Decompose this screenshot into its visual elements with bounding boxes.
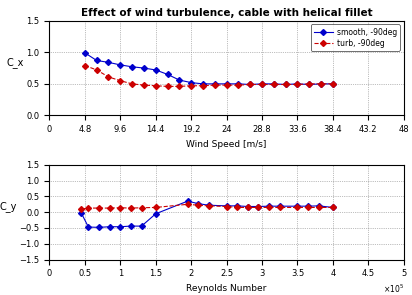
smooth, -90deg <box>316 204 321 208</box>
Y-axis label: C_x: C_x <box>7 57 24 68</box>
turb, -90deg <box>235 206 240 209</box>
turb, -90deg <box>118 206 123 209</box>
smooth, -90deg <box>129 224 133 228</box>
smooth, -90deg <box>82 51 87 55</box>
turb, -90deg <box>267 206 272 209</box>
turb, -90deg <box>107 206 112 210</box>
smooth, -90deg <box>96 226 101 229</box>
turb, -90deg <box>307 82 312 86</box>
turb, -90deg <box>106 75 111 79</box>
turb, -90deg <box>139 206 144 209</box>
smooth, -90deg <box>139 224 144 228</box>
smooth, -90deg <box>256 205 261 208</box>
smooth, -90deg <box>295 204 300 208</box>
smooth, -90deg <box>94 59 99 62</box>
turb, -90deg <box>224 205 229 208</box>
smooth, -90deg <box>79 211 84 215</box>
Y-axis label: C_y: C_y <box>0 201 17 212</box>
smooth, -90deg <box>224 82 229 86</box>
turb, -90deg <box>306 206 311 209</box>
turb, -90deg <box>141 83 146 87</box>
smooth, -90deg <box>224 204 229 208</box>
turb, -90deg <box>248 83 253 86</box>
smooth, -90deg <box>246 205 250 208</box>
turb, -90deg <box>118 79 123 83</box>
Text: $\times10^5$: $\times10^5$ <box>383 282 404 295</box>
smooth, -90deg <box>306 204 311 208</box>
smooth, -90deg <box>318 82 323 86</box>
smooth, -90deg <box>118 225 123 229</box>
turb, -90deg <box>129 206 133 210</box>
smooth, -90deg <box>153 68 158 72</box>
Line: smooth, -90deg: smooth, -90deg <box>83 51 335 86</box>
turb, -90deg <box>212 83 217 87</box>
turb, -90deg <box>96 206 101 210</box>
Title: Effect of wind turbulence, cable with helical fillet: Effect of wind turbulence, cable with he… <box>81 9 372 19</box>
smooth, -90deg <box>260 82 265 86</box>
smooth, -90deg <box>206 204 211 207</box>
smooth, -90deg <box>201 82 206 86</box>
smooth, -90deg <box>118 63 123 67</box>
turb, -90deg <box>206 204 211 208</box>
smooth, -90deg <box>283 83 288 86</box>
smooth, -90deg <box>330 206 335 209</box>
Line: smooth, -90deg: smooth, -90deg <box>79 199 335 230</box>
smooth, -90deg <box>185 199 190 203</box>
turb, -90deg <box>295 206 300 209</box>
turb, -90deg <box>196 204 201 207</box>
smooth, -90deg <box>86 225 91 229</box>
smooth, -90deg <box>272 82 276 86</box>
smooth, -90deg <box>153 212 158 216</box>
smooth, -90deg <box>295 82 300 86</box>
smooth, -90deg <box>196 202 201 205</box>
turb, -90deg <box>185 202 190 206</box>
smooth, -90deg <box>330 82 335 86</box>
turb, -90deg <box>246 206 250 209</box>
smooth, -90deg <box>177 78 182 82</box>
Line: turb, -90deg: turb, -90deg <box>79 202 335 211</box>
turb, -90deg <box>272 83 276 86</box>
turb, -90deg <box>153 84 158 88</box>
turb, -90deg <box>165 85 170 88</box>
turb, -90deg <box>189 84 194 88</box>
smooth, -90deg <box>107 225 112 229</box>
turb, -90deg <box>318 82 323 86</box>
turb, -90deg <box>201 84 206 88</box>
turb, -90deg <box>236 83 241 87</box>
turb, -90deg <box>153 206 158 209</box>
X-axis label: Wind Speed [m/s]: Wind Speed [m/s] <box>186 140 267 149</box>
smooth, -90deg <box>236 82 241 86</box>
X-axis label: Reynolds Number: Reynolds Number <box>186 284 267 293</box>
turb, -90deg <box>130 82 135 86</box>
turb, -90deg <box>224 83 229 87</box>
turb, -90deg <box>330 206 335 209</box>
turb, -90deg <box>260 83 265 86</box>
smooth, -90deg <box>130 65 135 68</box>
smooth, -90deg <box>235 204 240 208</box>
turb, -90deg <box>82 64 87 67</box>
smooth, -90deg <box>248 83 253 86</box>
turb, -90deg <box>256 206 261 209</box>
turb, -90deg <box>283 83 288 86</box>
smooth, -90deg <box>106 60 111 64</box>
turb, -90deg <box>277 206 282 209</box>
smooth, -90deg <box>212 82 217 86</box>
turb, -90deg <box>79 207 84 211</box>
smooth, -90deg <box>189 81 194 84</box>
turb, -90deg <box>330 82 335 86</box>
turb, -90deg <box>94 68 99 72</box>
smooth, -90deg <box>141 66 146 70</box>
Legend: smooth, -90deg, turb, -90deg: smooth, -90deg, turb, -90deg <box>311 24 400 51</box>
turb, -90deg <box>177 85 182 88</box>
smooth, -90deg <box>307 83 312 86</box>
smooth, -90deg <box>267 204 272 208</box>
turb, -90deg <box>295 83 300 86</box>
turb, -90deg <box>86 206 91 210</box>
Line: turb, -90deg: turb, -90deg <box>83 63 335 88</box>
turb, -90deg <box>316 206 321 209</box>
smooth, -90deg <box>277 204 282 208</box>
smooth, -90deg <box>165 73 170 76</box>
